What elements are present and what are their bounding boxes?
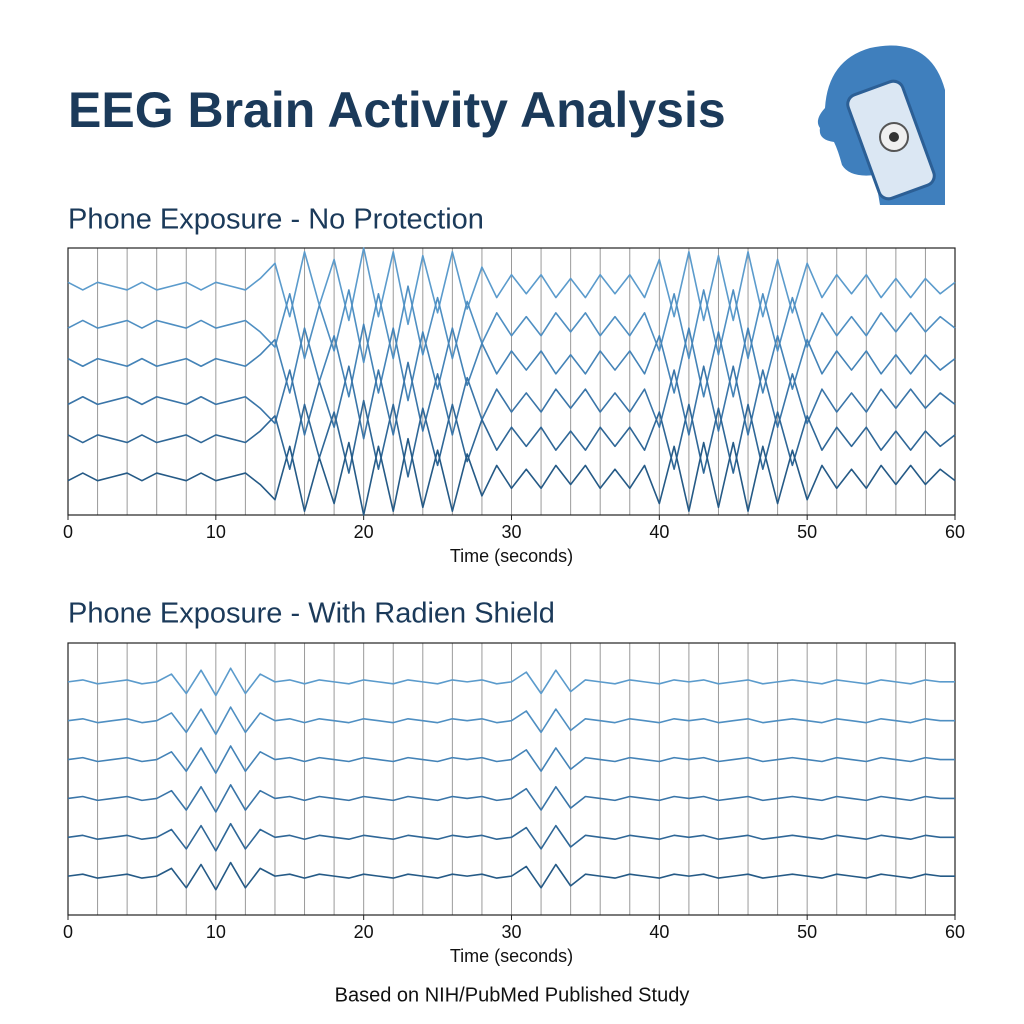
x-tick-label: 30 <box>501 922 521 942</box>
x-axis-label: Time (seconds) <box>450 946 573 966</box>
chart: Phone Exposure - With Radien Shield 0 10 20… <box>63 598 965 966</box>
eeg-trace <box>67 861 955 891</box>
head-icon <box>817 45 945 205</box>
eeg-trace <box>67 745 955 774</box>
chart: Phone Exposure - No Protection 0 10 20 30 40 5… <box>63 204 965 566</box>
x-tick-label: 60 <box>945 522 965 542</box>
x-tick-label: 50 <box>797 922 817 942</box>
shield-center <box>889 132 899 142</box>
x-tick-label: 50 <box>797 522 817 542</box>
eeg-trace <box>67 285 956 364</box>
x-tick-label: 60 <box>945 922 965 942</box>
eeg-trace <box>67 667 955 697</box>
x-tick-label: 0 <box>63 522 73 542</box>
eeg-trace <box>67 784 955 813</box>
eeg-trace <box>67 437 956 516</box>
chart-title: Phone Exposure - With Radien Shield <box>68 598 555 630</box>
chart-title: Phone Exposure - No Protection <box>68 204 484 236</box>
x-tick-label: 10 <box>206 922 226 942</box>
x-tick-label: 40 <box>649 522 669 542</box>
x-tick-label: 40 <box>649 922 669 942</box>
eeg-trace <box>67 247 956 326</box>
x-tick-label: 0 <box>63 922 73 942</box>
x-tick-label: 20 <box>354 922 374 942</box>
x-tick-label: 10 <box>206 522 226 542</box>
eeg-trace <box>67 323 956 402</box>
eeg-trace <box>67 361 956 440</box>
footer: Based on NIH/PubMed Published Study <box>335 984 690 1006</box>
x-axis-label: Time (seconds) <box>450 546 573 566</box>
x-tick-label: 30 <box>501 522 521 542</box>
eeg-trace <box>67 822 955 852</box>
eeg-trace <box>67 399 956 478</box>
x-tick-label: 20 <box>354 522 374 542</box>
eeg-trace <box>67 706 955 736</box>
page-title: EEG Brain Activity Analysis <box>68 82 726 138</box>
